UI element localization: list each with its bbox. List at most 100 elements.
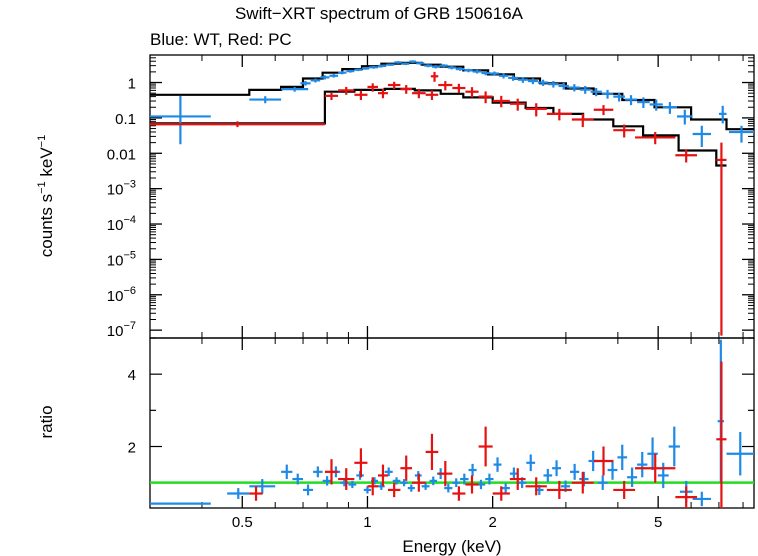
spectrum-point-wt (481, 71, 490, 76)
spectrum-point-pc (478, 91, 493, 104)
ratio-axis-label: ratio (37, 405, 56, 438)
ratio-point-pc (324, 459, 339, 485)
ratio-point-wt (150, 502, 211, 505)
spectrum-point-wt (548, 81, 559, 88)
spectrum-point-wt (489, 71, 499, 76)
spectrum-point-wt (579, 85, 591, 94)
ratio-point-pc (635, 453, 676, 483)
spectrum-point-wt (728, 125, 754, 143)
spectrum-point-pc (438, 81, 453, 91)
spectrum-point-wt (361, 66, 370, 70)
spectrum-point-wt (310, 78, 321, 83)
y-axis-label-exp: −1 (36, 135, 48, 148)
spectrum-point-pc (150, 121, 325, 128)
ratio-point-wt (726, 432, 754, 476)
x-tick-label: 2 (488, 514, 496, 531)
x-tick-label: 1 (363, 514, 371, 531)
spectrum-point-wt (455, 67, 465, 71)
spectrum-point-wt (508, 75, 518, 81)
y-axis-label-part: keV (37, 147, 56, 182)
spectrum-point-wt (624, 95, 638, 106)
y-tick-label: 10−4 (107, 214, 136, 234)
spectrum-point-pc (546, 108, 572, 121)
y-tick-exponent: −4 (123, 214, 136, 226)
ratio-point-pc (452, 486, 466, 501)
spectrum-point-wt (590, 88, 602, 97)
spectrum-point-wt (416, 62, 425, 65)
spectrum-point-wt (409, 60, 417, 64)
ratio-point-wt (692, 491, 712, 507)
ratio-y-tick-label: 4 (128, 367, 136, 384)
y-tick-base: 10 (107, 288, 124, 305)
ratio-point-wt (617, 444, 628, 471)
ratio-point-wt (292, 473, 304, 485)
spectrum-point-pc (324, 92, 339, 101)
ratio-point-wt (281, 464, 293, 480)
ratio-point-wt (322, 476, 332, 486)
spectrum-point-wt (377, 64, 387, 68)
ratio-point-wt (400, 479, 408, 487)
chart-title: Swift−XRT spectrum of GRB 150616A (234, 4, 524, 23)
y-tick-base: 0.01 (107, 146, 136, 163)
ratio-point-pc (425, 433, 439, 471)
spectrum-point-wt (472, 69, 482, 74)
y-tick-base: 10 (107, 182, 124, 199)
ratio-point-wt (363, 486, 372, 494)
ratio-point-wt (452, 478, 461, 488)
ratio-point-wt (303, 484, 314, 496)
spectrum-point-wt (320, 75, 330, 80)
spectrum-point-pc (430, 71, 439, 82)
x-tick-label: 0.5 (232, 514, 253, 531)
ratio-point-wt (570, 463, 580, 480)
ratio-point-pc (465, 475, 479, 494)
ratio-point-wt (526, 454, 536, 472)
model-line-wt (150, 61, 754, 131)
ratio-point-pc (387, 482, 401, 498)
ratio-point-pc (438, 460, 453, 487)
spectrum-point-wt (281, 86, 309, 92)
spectrum-point-wt (401, 62, 410, 66)
y-tick-exponent: −7 (123, 320, 136, 332)
ratio-point-wt (227, 488, 250, 499)
ratio-point-wt (485, 473, 494, 485)
spectrum-point-pc (509, 98, 526, 111)
ratio-point-pc (613, 480, 636, 499)
y-axis-label-exp: −1 (36, 181, 48, 194)
model-line-pc (150, 87, 727, 167)
x-tick-label: 5 (654, 514, 662, 531)
ratio-point-wt (407, 484, 415, 492)
ratio-point-wt (392, 477, 401, 485)
spectrum-point-wt (394, 61, 402, 64)
ratio-point-wt (313, 466, 323, 478)
ratio-point-wt (493, 457, 502, 472)
y-axis-label-part: counts s (37, 194, 56, 257)
y-tick-label: 0.01 (107, 146, 136, 163)
y-tick-base: 1 (128, 76, 136, 93)
ratio-point-pc (593, 446, 614, 476)
spectrum-point-wt (601, 89, 614, 99)
spectrum-frame (149, 54, 755, 339)
ratio-point-pc (525, 477, 547, 496)
chart-subtitle: Blue: WT, Red: PC (150, 30, 292, 49)
spectrum-point-pc (425, 90, 439, 101)
spectrum-point-pc (716, 142, 727, 336)
spectrum-point-wt (369, 65, 378, 69)
ratio-point-pc (571, 471, 594, 494)
spectrum-point-pc (492, 95, 510, 108)
x-axis-label: Energy (keV) (402, 537, 501, 556)
spectrum-point-wt (386, 63, 395, 66)
spectrum-point-wt (527, 78, 538, 85)
spectrum-point-pc (412, 88, 426, 99)
spectrum-point-wt (424, 64, 433, 68)
y-axis-label: counts s−1 keV−1 (36, 135, 56, 257)
spectrum-point-wt (692, 125, 712, 148)
spectrum-point-pc (675, 149, 698, 163)
spectrum-point-wt (464, 68, 473, 73)
spectrum-point-pc (635, 131, 676, 145)
y-tick-exponent: −3 (123, 179, 136, 191)
y-tick-label: 10−6 (107, 285, 136, 305)
spectrum-point-wt (517, 77, 528, 83)
y-tick-base: 10 (107, 252, 124, 269)
ratio-point-pc (492, 486, 510, 501)
